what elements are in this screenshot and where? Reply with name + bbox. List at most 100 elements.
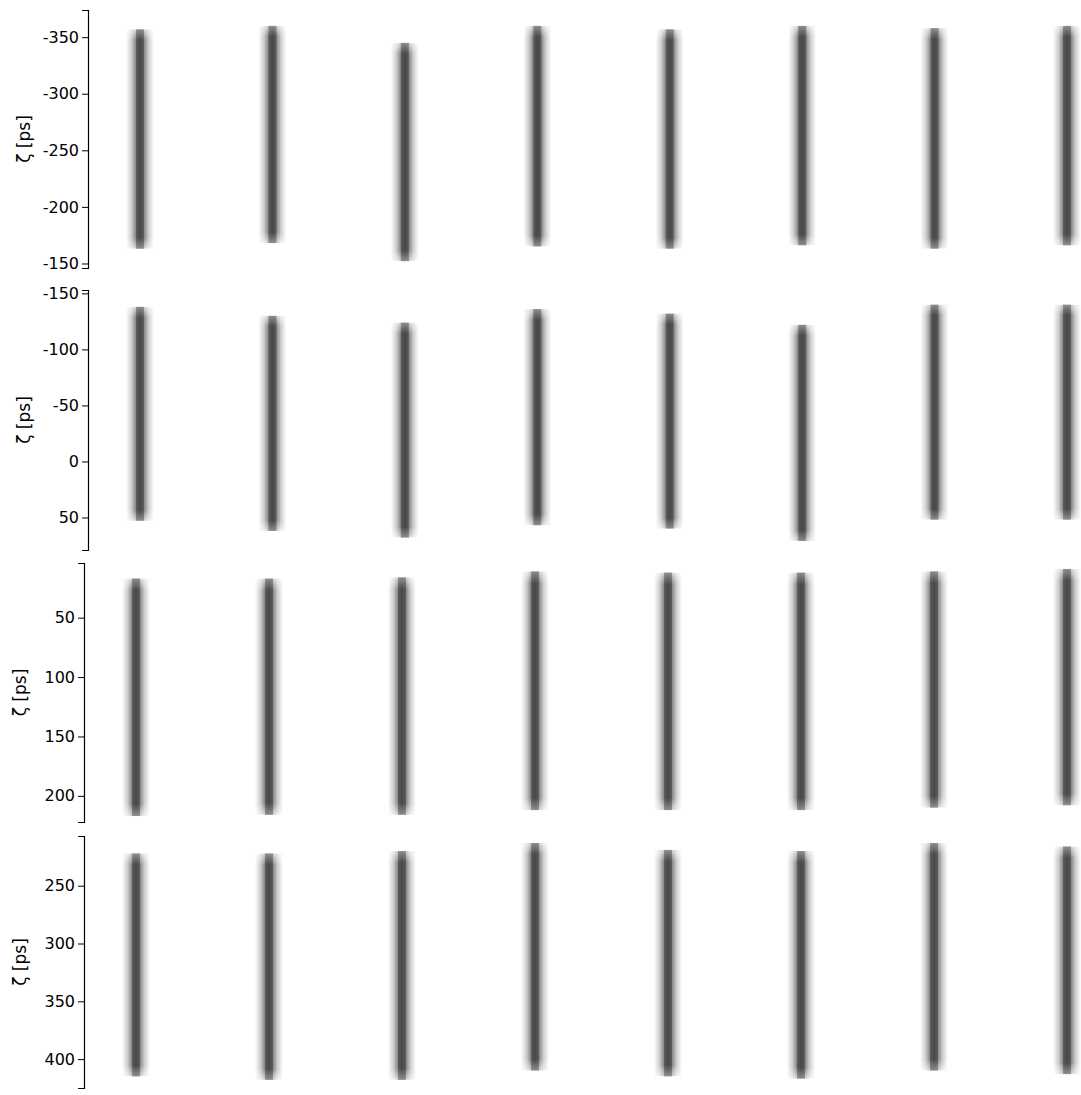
tick-label: -150: [43, 284, 79, 303]
streak-core: [798, 325, 806, 541]
tick: -300: [43, 84, 88, 103]
streak-core: [664, 850, 672, 1077]
streak-core: [666, 29, 674, 249]
streak: [255, 578, 283, 814]
tick-label: 50: [55, 608, 75, 627]
tick-mark: [82, 518, 88, 519]
streak: [126, 307, 154, 521]
y-axis: 250300350400: [44, 837, 84, 1089]
streak-core: [1063, 846, 1071, 1074]
streak: [787, 573, 815, 811]
tick: 350: [44, 992, 84, 1011]
streak-core: [1063, 305, 1071, 520]
streak: [1053, 846, 1081, 1074]
streak-core: [797, 573, 805, 811]
streak-core: [398, 851, 406, 1080]
streak-core: [265, 853, 273, 1080]
tick-mark: [82, 405, 88, 406]
streak: [920, 843, 948, 1071]
streak-core: [136, 29, 144, 249]
streak-core: [268, 316, 276, 531]
tick-label: -150: [43, 254, 79, 273]
tick-mark: [82, 207, 88, 208]
streak: [126, 29, 154, 249]
streak: [788, 325, 816, 541]
streak-core: [797, 851, 805, 1079]
tick-label: 350: [44, 992, 75, 1011]
streak: [788, 26, 816, 246]
tick-label: -200: [43, 198, 79, 217]
streak: [921, 305, 949, 520]
tick-mark: [78, 618, 84, 619]
tick: 0: [69, 452, 88, 471]
streak: [654, 573, 682, 811]
tick-label: 150: [44, 727, 75, 746]
panel: 250300350400ζ [ps]: [10, 837, 1081, 1089]
tick-label: 300: [44, 934, 75, 953]
axis-line: [78, 564, 85, 823]
streak-core: [265, 578, 273, 814]
streak-core: [931, 305, 939, 520]
streak-core: [533, 26, 541, 247]
tick-label: -50: [53, 396, 79, 415]
streak-core: [930, 843, 938, 1071]
streak: [654, 850, 682, 1077]
tick: 50: [59, 508, 88, 527]
tick-label: 250: [44, 876, 75, 895]
tick-mark: [78, 886, 84, 887]
streak: [255, 853, 283, 1080]
streak: [523, 309, 551, 525]
tick-mark: [82, 263, 88, 264]
streak: [122, 578, 150, 816]
streaks: [126, 305, 1081, 541]
tick-label: -300: [43, 84, 79, 103]
streak: [1053, 26, 1081, 246]
tick: 200: [44, 786, 84, 805]
y-axis-title: ζ [ps]: [10, 938, 30, 986]
tick-label: 50: [59, 508, 79, 527]
tick-mark: [82, 349, 88, 350]
tick-label: 0: [69, 452, 79, 471]
tick: 100: [44, 668, 84, 687]
streak-core: [132, 853, 140, 1076]
streak-core: [268, 26, 276, 243]
streaks: [122, 843, 1081, 1080]
streak: [388, 577, 416, 815]
tick-mark: [82, 461, 88, 462]
tick: 50: [55, 608, 84, 627]
axis-line: [82, 11, 89, 269]
axis-line: [78, 837, 85, 1089]
tick-label: -350: [43, 28, 79, 47]
tick-mark: [82, 293, 88, 294]
tick-label: 100: [44, 668, 75, 687]
streak: [787, 851, 815, 1079]
streak-core: [533, 309, 541, 525]
y-axis: -150-100-50050: [43, 284, 89, 551]
streaks: [126, 26, 1081, 261]
tick: -350: [43, 28, 88, 47]
y-axis-title: ζ [ps]: [10, 669, 30, 717]
tick: 250: [44, 876, 84, 895]
tick-mark: [78, 1059, 84, 1060]
tick: -250: [43, 141, 88, 160]
tick-mark: [78, 736, 84, 737]
y-axis-title: ζ [ps]: [14, 396, 34, 444]
tick-mark: [78, 677, 84, 678]
streak: [921, 28, 949, 249]
streak: [388, 851, 416, 1080]
streak: [521, 571, 549, 810]
tick: -150: [43, 284, 88, 303]
streak: [1053, 569, 1081, 805]
streak-core: [931, 28, 939, 249]
streak: [523, 26, 551, 247]
panel: -150-100-50050ζ [ps]: [14, 284, 1081, 551]
panel: -350-300-250-200-150ζ [ps]: [14, 11, 1081, 274]
streak: [1053, 305, 1081, 520]
tick: 300: [44, 934, 84, 953]
streak: [122, 853, 150, 1076]
tick: 150: [44, 727, 84, 746]
streak: [391, 43, 419, 261]
streak-core: [1063, 26, 1071, 246]
tick: -150: [43, 254, 88, 273]
streak-core: [136, 307, 144, 521]
